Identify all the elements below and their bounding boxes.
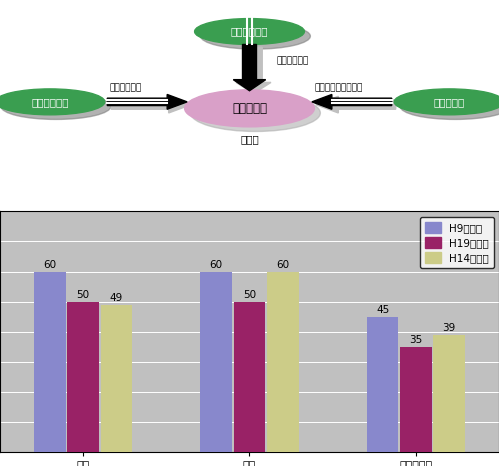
Bar <box>34 272 66 452</box>
FancyArrow shape <box>111 96 191 113</box>
Ellipse shape <box>195 19 304 44</box>
FancyArrow shape <box>316 96 396 113</box>
Text: 35: 35 <box>409 335 423 345</box>
Text: 都心部: 都心部 <box>240 134 259 144</box>
Ellipse shape <box>1 94 111 119</box>
Bar <box>267 272 298 452</box>
Text: 45: 45 <box>376 305 389 315</box>
Ellipse shape <box>185 90 314 127</box>
Ellipse shape <box>201 23 310 49</box>
Text: 廿日市市役所: 廿日市市役所 <box>31 97 69 107</box>
Text: 《北部方面》: 《北部方面》 <box>277 57 309 66</box>
Bar <box>101 305 132 452</box>
Text: 39: 39 <box>443 323 456 333</box>
Bar <box>400 347 432 452</box>
Text: 安佐北区役所: 安佐北区役所 <box>231 27 268 36</box>
Legend: H9現況値, H19目標値, H14実績値: H9現況値, H19目標値, H14実績値 <box>420 217 494 268</box>
FancyArrow shape <box>107 95 187 109</box>
Ellipse shape <box>394 89 499 115</box>
Text: 60: 60 <box>43 260 56 270</box>
FancyArrow shape <box>236 47 271 94</box>
Ellipse shape <box>191 95 320 131</box>
Text: ＪＲ短野駅: ＪＲ短野駅 <box>434 97 465 107</box>
Ellipse shape <box>400 94 499 119</box>
FancyArrow shape <box>234 44 265 91</box>
Bar <box>234 302 265 452</box>
Text: 50: 50 <box>77 290 90 300</box>
Ellipse shape <box>0 89 105 115</box>
Bar <box>201 272 232 452</box>
FancyArrow shape <box>312 95 392 109</box>
Bar <box>433 335 465 452</box>
Text: 《西部方面》: 《西部方面》 <box>110 83 142 92</box>
Bar <box>367 317 398 452</box>
Text: 60: 60 <box>276 260 289 270</box>
Text: 広島市役所: 広島市役所 <box>232 102 267 115</box>
Text: 60: 60 <box>210 260 223 270</box>
Text: 50: 50 <box>243 290 256 300</box>
Text: 49: 49 <box>110 293 123 303</box>
Text: 《東・南東部方面》: 《東・南東部方面》 <box>314 83 363 92</box>
Bar <box>67 302 99 452</box>
